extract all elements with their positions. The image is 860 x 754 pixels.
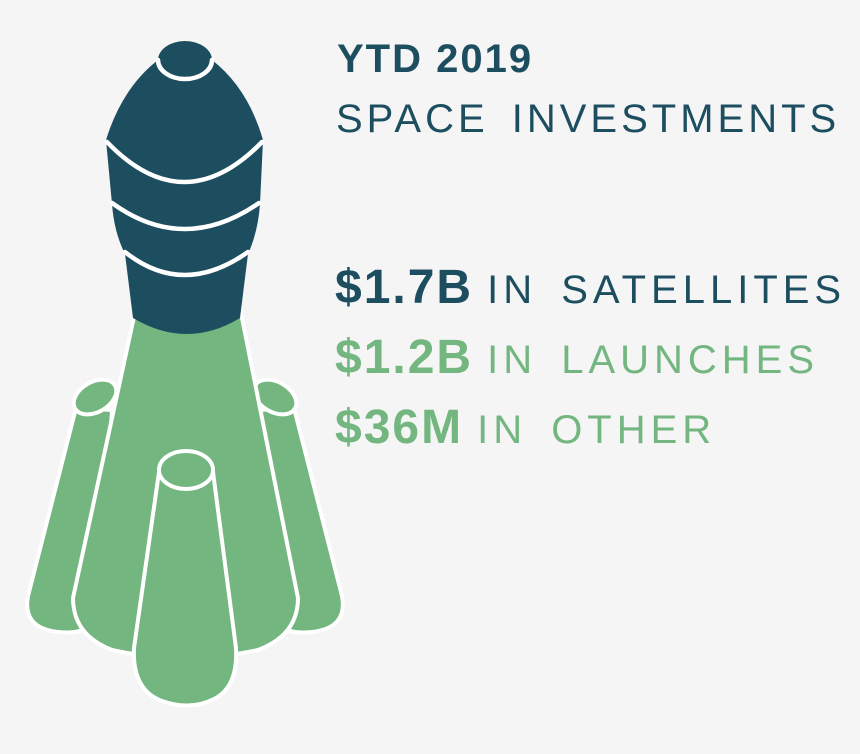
stat-satellites-label: IN SATELLITES xyxy=(487,268,847,312)
stat-other: $36M IN OTHER xyxy=(335,393,846,463)
cap-rim-line xyxy=(155,57,215,82)
stat-satellites-amount: $1.7B xyxy=(335,261,474,314)
stat-other-label: IN OTHER xyxy=(477,408,717,452)
band-line-3 xyxy=(122,249,251,278)
header-title: SPACE INVESTMENTS xyxy=(336,97,841,141)
stat-launches-amount: $1.2B xyxy=(335,331,474,384)
band-line-2 xyxy=(109,200,262,232)
rocket-illustration xyxy=(25,41,345,708)
stat-satellites: $1.7B IN SATELLITES xyxy=(335,253,846,323)
center-engine-cone xyxy=(131,449,239,708)
header-kicker: YTD 2019 xyxy=(337,37,534,81)
nose-cone xyxy=(104,41,265,334)
stat-launches-label: IN LAUNCHES xyxy=(487,338,820,382)
stats-list: $1.7B IN SATELLITES $1.2B IN LAUNCHES $3… xyxy=(335,253,846,463)
band-line-1 xyxy=(104,139,265,185)
stat-launches: $1.2B IN LAUNCHES xyxy=(335,323,846,393)
stat-other-amount: $36M xyxy=(335,401,464,454)
